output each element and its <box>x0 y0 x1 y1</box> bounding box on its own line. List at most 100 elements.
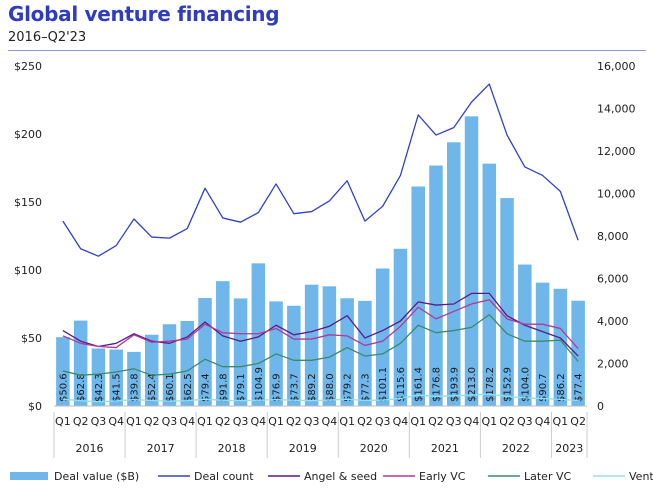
quarter-label-6: Q3 <box>162 415 178 428</box>
bar-26 <box>518 264 532 406</box>
quarter-label-23: Q4 <box>464 415 480 428</box>
lines-group <box>62 83 579 403</box>
quarter-label-14: Q3 <box>304 415 320 428</box>
series-line-2 <box>62 299 579 350</box>
bar-value-label-2: $42.3 <box>94 373 105 402</box>
legend-label-1: Deal count <box>194 470 254 483</box>
bar-value-label-22: $193.9 <box>449 367 460 402</box>
left-tick-label-2: $100 <box>14 264 42 277</box>
bar-value-label-7: $62.5 <box>183 373 194 402</box>
right-tick-label-0: 0 <box>597 400 604 413</box>
bar-24 <box>482 163 497 406</box>
quarter-label-10: Q3 <box>233 415 249 428</box>
series-line-0 <box>62 83 579 257</box>
bar-value-label-9: $91.8 <box>218 373 229 402</box>
quarter-label-7: Q4 <box>179 415 195 428</box>
bar-9 <box>216 281 230 406</box>
bar-value-label-15: $88.0 <box>325 373 336 402</box>
bar-value-label-0: $50.6 <box>58 373 69 402</box>
right-tick-label-4: 8,000 <box>597 230 629 243</box>
bar-23 <box>464 116 479 406</box>
legend-group: Deal value ($B) Deal count Angel & seed Ear… <box>10 470 653 483</box>
right-tick-label-3: 6,000 <box>597 273 629 286</box>
quarter-label-2: Q3 <box>91 415 107 428</box>
bar-value-label-28: $86.2 <box>556 373 567 402</box>
quarter-label-8: Q1 <box>197 415 213 428</box>
bar-13 <box>287 305 301 406</box>
bar-value-label-1: $62.8 <box>76 373 87 402</box>
bar-value-label-5: $52.4 <box>147 373 158 402</box>
bar-value-label-11: $104.9 <box>254 367 265 402</box>
bar-21 <box>429 165 443 406</box>
bar-value-label-4: $39.8 <box>129 373 140 402</box>
bar-value-label-29: $77.4 <box>574 373 585 402</box>
right-tick-label-2: 4,000 <box>597 315 629 328</box>
bar-22 <box>447 142 461 407</box>
right-tick-label-5: 10,000 <box>597 188 636 201</box>
quarter-label-9: Q2 <box>215 415 231 428</box>
bar-value-label-20: $161.4 <box>414 367 425 402</box>
quarter-label-5: Q2 <box>144 415 160 428</box>
quarter-label-0: Q1 <box>55 415 71 428</box>
series-line-4 <box>62 393 579 403</box>
bar-20 <box>411 186 425 406</box>
bar-value-label-27: $90.7 <box>538 373 549 402</box>
quarter-label-19: Q4 <box>393 415 409 428</box>
quarter-label-18: Q3 <box>375 415 391 428</box>
quarter-label-25: Q2 <box>499 415 515 428</box>
left-tick-label-5: $250 <box>14 60 42 73</box>
quarter-label-13: Q2 <box>286 415 302 428</box>
bar-value-label-13: $73.7 <box>289 373 300 402</box>
quarter-label-3: Q4 <box>108 415 124 428</box>
bars-group <box>56 116 585 407</box>
quarter-label-29: Q2 <box>570 415 586 428</box>
legend-label-5: Venture growth <box>629 470 653 483</box>
left-tick-label-4: $200 <box>14 128 42 141</box>
right-tick-label-8: 16,000 <box>597 60 636 73</box>
quarter-label-4: Q1 <box>126 415 142 428</box>
bar-10 <box>233 298 248 406</box>
bar-17 <box>358 300 372 406</box>
chart-subtitle: 2016–Q2'23 <box>8 30 87 45</box>
left-tick-label-3: $150 <box>14 196 42 209</box>
quarter-label-27: Q4 <box>535 415 551 428</box>
quarter-label-1: Q2 <box>73 415 89 428</box>
year-label-1: 2017 <box>147 442 175 455</box>
bar-value-label-23: $213.0 <box>467 367 478 402</box>
series-line-1 <box>62 292 579 357</box>
year-label-0: 2016 <box>76 442 104 455</box>
bar-2 <box>91 348 106 406</box>
bar-labels-group: $50.6 $62.8 $42.3 $41.5 $39.8 $52.4 $60.1 $62.5… <box>58 367 584 402</box>
quarter-label-21: Q2 <box>428 415 444 428</box>
bar-value-label-6: $60.1 <box>165 373 176 402</box>
bar-4 <box>127 351 141 406</box>
bar-18 <box>375 268 390 406</box>
bar-value-label-21: $176.8 <box>431 367 442 402</box>
right-tick-label-1: 2,000 <box>597 358 629 371</box>
quarter-label-16: Q1 <box>339 415 355 428</box>
bar-value-label-8: $79.4 <box>201 373 212 402</box>
left-tick-label-1: $50 <box>21 332 42 345</box>
bar-7 <box>180 321 194 406</box>
bar-value-label-14: $89.2 <box>307 373 318 402</box>
bar-14 <box>304 284 319 406</box>
quarter-label-17: Q2 <box>357 415 373 428</box>
quarter-label-15: Q4 <box>322 415 338 428</box>
year-label-5: 2021 <box>431 442 459 455</box>
bar-value-label-19: $115.6 <box>396 367 407 402</box>
left-tick-label-0: $0 <box>28 400 42 413</box>
quarter-label-11: Q4 <box>250 415 266 428</box>
bar-5 <box>144 334 159 406</box>
bar-value-label-17: $77.3 <box>360 373 371 402</box>
year-label-4: 2020 <box>360 442 388 455</box>
legend-swatch-0 <box>10 472 48 480</box>
year-label-2: 2018 <box>218 442 246 455</box>
bar-15 <box>322 286 337 406</box>
bar-16 <box>340 298 354 406</box>
quarter-label-12: Q1 <box>268 415 284 428</box>
bar-value-label-24: $178.2 <box>485 367 496 402</box>
quarter-label-28: Q1 <box>553 415 569 428</box>
bar-11 <box>251 263 266 406</box>
bar-value-label-16: $79.2 <box>343 373 354 402</box>
